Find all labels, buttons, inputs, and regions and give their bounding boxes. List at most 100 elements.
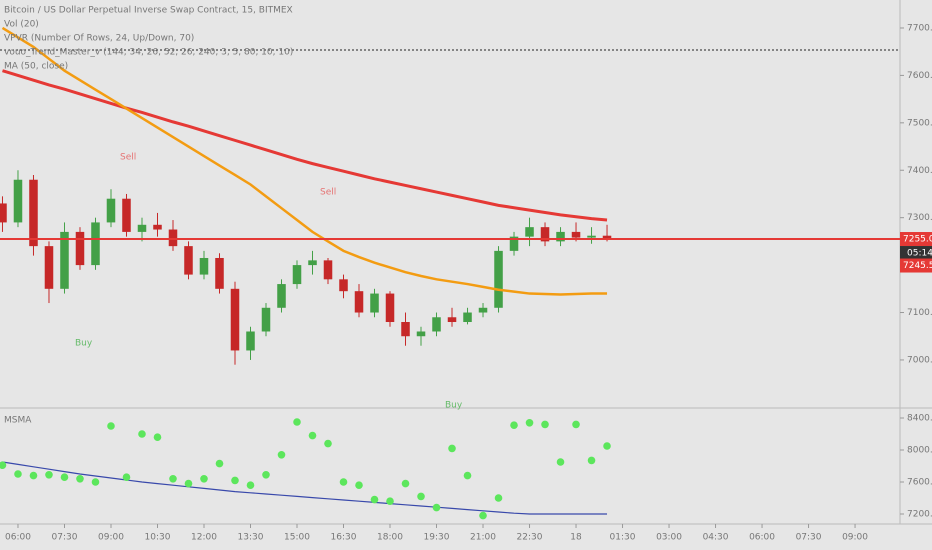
candle-body <box>199 257 209 275</box>
signal-label: Buy <box>75 339 93 349</box>
candle-body <box>602 235 612 240</box>
candle-body <box>323 260 333 280</box>
y-tick-label: 7100.0 <box>907 308 932 318</box>
msma-dot <box>386 497 394 506</box>
candle-body <box>354 291 364 313</box>
candle-body <box>106 198 116 223</box>
msma-dot <box>494 494 503 502</box>
x-tick-label: 21:00 <box>470 533 496 543</box>
x-tick-label: 07:30 <box>52 533 78 543</box>
candle-body <box>401 322 410 337</box>
msma-dot <box>355 481 363 490</box>
x-tick-label: 15:00 <box>284 533 310 543</box>
candle-body <box>587 235 596 238</box>
candle-body <box>556 231 565 242</box>
x-tick-label: 09:00 <box>842 533 868 543</box>
msma-dot <box>324 439 332 448</box>
candle-body <box>416 331 426 337</box>
candle-body <box>122 198 131 232</box>
y-tick-label: 7600.0 <box>907 478 932 488</box>
chart-title: Bitcoin / US Dollar Perpetual Inverse Sw… <box>4 6 293 16</box>
msma-dot <box>556 458 565 466</box>
msma-dot <box>432 503 441 512</box>
x-tick-label: 09:00 <box>98 533 124 543</box>
msma-dot <box>138 430 146 438</box>
y-tick-label: 7400.0 <box>907 166 932 176</box>
indicator-line <box>2 461 608 515</box>
y-tick-label: 7500.0 <box>907 118 932 128</box>
candle-body <box>478 307 488 313</box>
candle-body <box>153 224 162 230</box>
msma-dot <box>45 471 53 479</box>
msma-dot <box>122 473 131 482</box>
last-price-label: 7255.0 <box>903 235 932 245</box>
x-tick-label: 10:30 <box>145 533 171 543</box>
candle-body <box>540 227 550 242</box>
x-tick-label: 07:30 <box>796 533 822 543</box>
candle-body <box>308 260 317 266</box>
msma-dot <box>308 431 317 440</box>
y-tick-label: 7300.0 <box>907 213 932 223</box>
x-tick-label: 16:30 <box>331 533 357 543</box>
msma-dot <box>277 451 286 459</box>
candle-body <box>261 307 271 332</box>
msma-dot <box>76 475 84 483</box>
indicator-legend: vouo_Trend_Master_v (144, 34, 26, 52, 26… <box>4 48 293 58</box>
msma-dot <box>448 444 456 453</box>
candle-body <box>0 203 7 223</box>
candle-body <box>246 331 255 351</box>
indicator-line <box>2 69 608 222</box>
mark-price-box <box>900 258 932 273</box>
candle-body <box>525 227 534 237</box>
x-tick-label: 12:00 <box>191 533 217 543</box>
x-tick-label: 18 <box>570 533 582 543</box>
msma-dot <box>572 420 580 429</box>
msma-dot <box>107 422 115 430</box>
x-tick-label: 18:00 <box>377 533 403 543</box>
msma-dot <box>370 495 379 504</box>
x-tick-label: 22:30 <box>517 533 543 543</box>
candle-body <box>137 224 147 232</box>
x-tick-label: 19:30 <box>424 533 450 543</box>
candle-body <box>44 246 54 289</box>
y-tick-label: 7600.0 <box>907 71 932 81</box>
msma-dot <box>339 478 348 486</box>
candle-body <box>339 279 348 292</box>
candle-body <box>184 246 193 275</box>
candle-body <box>571 231 581 238</box>
signal-label: Sell <box>320 188 336 198</box>
msma-dot <box>0 461 7 469</box>
msma-dot <box>14 470 22 478</box>
msma-dot <box>587 456 596 465</box>
msma-dot <box>401 479 410 488</box>
candle-body <box>385 293 395 323</box>
msma-dot <box>184 479 193 488</box>
candle-body <box>494 250 503 308</box>
msma-dot <box>293 418 301 426</box>
candle-body <box>432 317 441 332</box>
y-tick-label: 7700.0 <box>907 23 932 33</box>
indicator-legend: MA (50, close) <box>4 62 68 72</box>
countdown-box <box>900 246 932 261</box>
msma-dot <box>91 478 100 486</box>
x-tick-label: 06:00 <box>5 533 31 543</box>
msma-dot <box>479 511 487 520</box>
candle-body <box>91 222 100 266</box>
candle-body <box>230 288 240 351</box>
msma-dot <box>603 442 611 450</box>
msma-dot <box>246 481 255 490</box>
mark-price-label: 7245.5 <box>903 261 932 271</box>
y-tick-label: 7200.0 <box>907 510 932 520</box>
last-price-box <box>900 232 932 247</box>
candle-body <box>168 229 178 247</box>
candle-body <box>13 179 23 223</box>
candle-body <box>29 179 38 247</box>
msma-dot <box>29 471 38 480</box>
signal-label: Sell <box>120 153 136 163</box>
x-tick-label: 13:30 <box>238 533 264 543</box>
indicator-legend: Vol (20) <box>4 20 39 30</box>
candle-body <box>277 284 286 308</box>
msma-dot <box>525 419 534 427</box>
countdown-label: 05:14 <box>907 249 932 259</box>
